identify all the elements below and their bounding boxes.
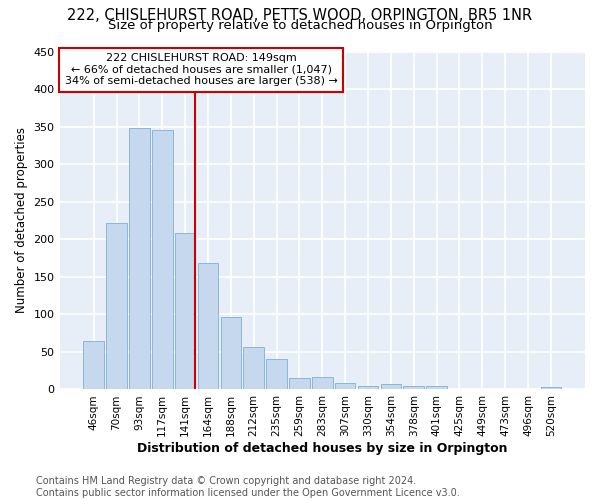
Bar: [221, 316, 241, 390]
Text: 222 CHISLEHURST ROAD: 149sqm
← 66% of detached houses are smaller (1,047)
34% of: 222 CHISLEHURST ROAD: 149sqm ← 66% of de…: [65, 53, 338, 86]
Bar: [244, 348, 264, 390]
Bar: [198, 264, 218, 390]
Bar: [152, 130, 173, 390]
Bar: [403, 386, 424, 390]
Text: 222, CHISLEHURST ROAD, PETTS WOOD, ORPINGTON, BR5 1NR: 222, CHISLEHURST ROAD, PETTS WOOD, ORPIN…: [67, 8, 533, 22]
Bar: [426, 386, 447, 390]
Text: Size of property relative to detached houses in Orpington: Size of property relative to detached ho…: [107, 19, 493, 32]
Bar: [335, 382, 355, 390]
Bar: [380, 384, 401, 390]
Bar: [106, 222, 127, 390]
X-axis label: Distribution of detached houses by size in Orpington: Distribution of detached houses by size …: [137, 442, 508, 455]
Bar: [83, 340, 104, 390]
Bar: [266, 358, 287, 390]
Y-axis label: Number of detached properties: Number of detached properties: [15, 128, 28, 314]
Bar: [358, 386, 378, 390]
Bar: [541, 387, 561, 390]
Bar: [289, 378, 310, 390]
Bar: [175, 233, 196, 390]
Text: Contains HM Land Registry data © Crown copyright and database right 2024.
Contai: Contains HM Land Registry data © Crown c…: [36, 476, 460, 498]
Bar: [129, 128, 150, 390]
Bar: [312, 378, 332, 390]
